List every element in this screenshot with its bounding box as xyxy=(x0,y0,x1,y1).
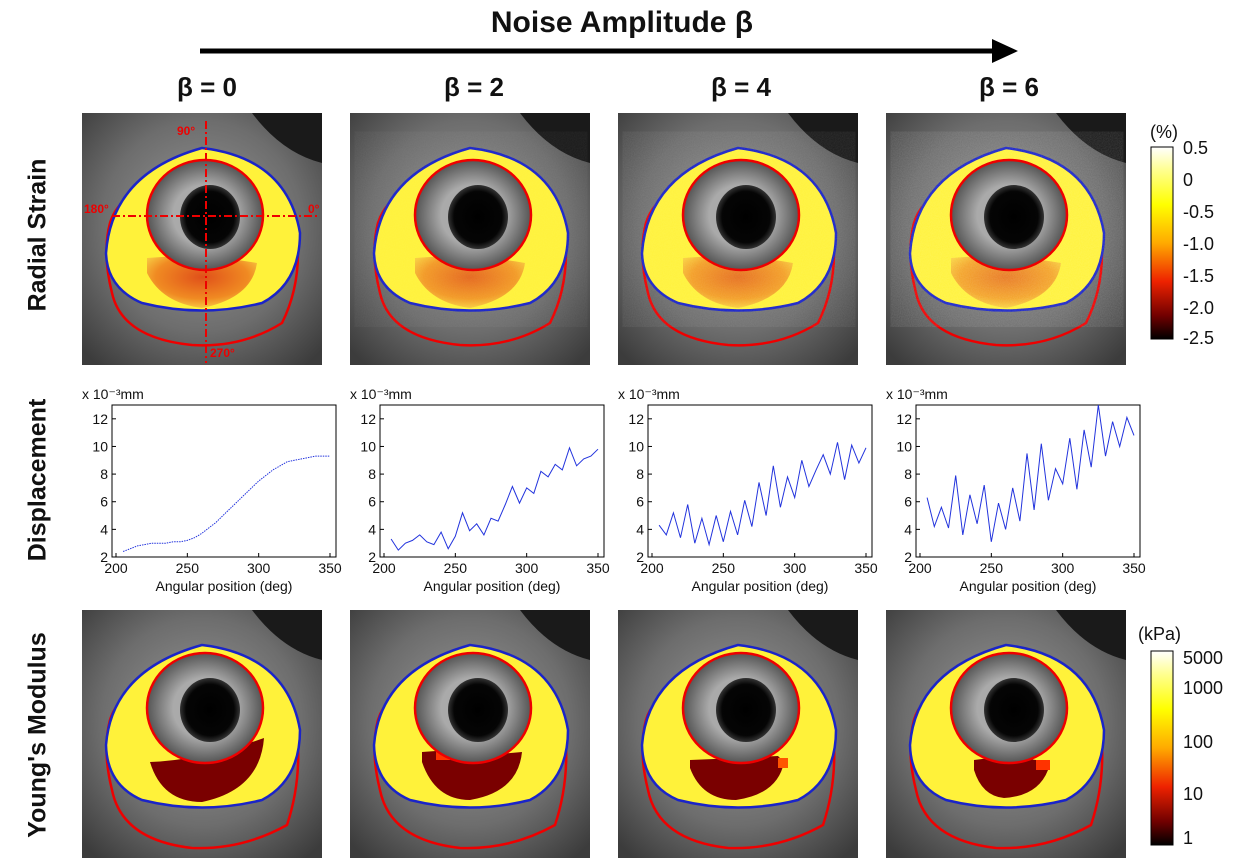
column-header-beta-4: β = 4 xyxy=(711,72,771,102)
displacement-chart-beta-0: x 10⁻³mm 2 4 6 8 10 12 200 250 300 350 Angular posi… xyxy=(82,386,342,594)
displacement-chart-beta-2: x 10⁻³mm 2 4 6 8 10 12 200 250 300 350 Angular posi… xyxy=(350,386,610,594)
plot-frame xyxy=(647,404,873,558)
strain-panel-beta-0: 90° 180° 0° 270° xyxy=(82,113,322,365)
x-axis-label: Angular position (deg) xyxy=(424,578,561,594)
displacement-chart-beta-6: x 10⁻³mm 2 4 6 8 10 12 200 250 300 350 Angular posi… xyxy=(886,386,1146,594)
displacement-series-line xyxy=(122,455,330,552)
y-tick-label: 6 xyxy=(636,494,644,510)
x-tick-label: 300 xyxy=(247,560,271,576)
y-tick-label: 10 xyxy=(360,438,376,454)
unit-label: x 10⁻³mm xyxy=(618,386,680,402)
angle-label-180: 180° xyxy=(84,202,109,216)
row-label-radial-strain: Radial Strain xyxy=(23,158,52,312)
y-tick-label: 12 xyxy=(360,411,376,427)
strain-tick-6: -2.5 xyxy=(1183,328,1215,348)
y-tick-label: 4 xyxy=(100,521,108,537)
y-tick-label: 4 xyxy=(636,521,644,537)
y-tick-label: 8 xyxy=(368,466,376,482)
column-header-beta-0: β = 0 xyxy=(177,72,237,102)
y-tick-label: 10 xyxy=(896,438,912,454)
x-tick-label: 250 xyxy=(980,560,1004,576)
y-tick-label: 10 xyxy=(92,438,108,454)
y-tick-label: 12 xyxy=(896,411,912,427)
strain-colorbar-unit: (%) xyxy=(1150,122,1178,142)
modulus-panel-beta-0 xyxy=(82,610,322,858)
strain-tick-5: -2.0 xyxy=(1183,298,1215,318)
y-tick-label: 10 xyxy=(628,438,644,454)
x-tick-label: 300 xyxy=(1051,560,1075,576)
x-tick-label: 200 xyxy=(908,560,932,576)
y-tick-label: 6 xyxy=(100,494,108,510)
displacement-series-line xyxy=(658,442,867,547)
y-tick-label: 12 xyxy=(92,411,108,427)
x-axis-label: Angular position (deg) xyxy=(960,578,1097,594)
x-tick-label: 350 xyxy=(1122,560,1146,576)
strain-tick-4: -1.5 xyxy=(1183,266,1215,286)
modulus-panel-beta-6 xyxy=(886,610,1126,858)
modulus-tick-3: 10 xyxy=(1183,784,1204,804)
angle-label-0: 0° xyxy=(308,202,320,216)
x-tick-label: 300 xyxy=(783,560,807,576)
strain-panel-beta-2 xyxy=(350,113,590,365)
x-axis-label: Angular position (deg) xyxy=(156,578,293,594)
modulus-colorbar-unit: (kPa) xyxy=(1138,624,1182,644)
y-tick-label: 8 xyxy=(904,466,912,482)
x-tick-label: 300 xyxy=(515,560,539,576)
displacement-series-line xyxy=(926,404,1135,542)
plot-frame xyxy=(379,404,605,558)
strain-colorbar xyxy=(1150,146,1174,340)
modulus-panel-beta-2 xyxy=(350,610,590,858)
unit-label: x 10⁻³mm xyxy=(350,386,412,402)
strain-tick-3: -1.0 xyxy=(1183,234,1215,254)
x-tick-label: 350 xyxy=(586,560,610,576)
strain-tick-0: 0.5 xyxy=(1183,138,1209,158)
displacement-series-line xyxy=(390,446,599,551)
plot-frame xyxy=(111,404,337,558)
y-tick-label: 2 xyxy=(904,549,912,565)
x-tick-label: 350 xyxy=(318,560,342,576)
column-header-beta-2: β = 2 xyxy=(444,72,504,102)
modulus-panel-beta-4 xyxy=(618,610,858,858)
modulus-tick-0: 5000 xyxy=(1183,648,1224,668)
x-tick-label: 200 xyxy=(104,560,128,576)
strain-tick-1: 0 xyxy=(1183,170,1194,190)
row-label-youngs-modulus: Young's Modulus xyxy=(23,632,52,838)
plot-frame xyxy=(915,404,1141,558)
strain-tick-2: -0.5 xyxy=(1183,202,1215,222)
noise-arrow xyxy=(200,39,1018,63)
column-header-beta-6: β = 6 xyxy=(979,72,1039,102)
modulus-tick-2: 100 xyxy=(1183,732,1214,752)
x-axis-label: Angular position (deg) xyxy=(692,578,829,594)
modulus-colorbar xyxy=(1150,650,1174,846)
modulus-tick-4: 1 xyxy=(1183,828,1194,848)
y-tick-label: 8 xyxy=(636,466,644,482)
y-tick-label: 4 xyxy=(904,521,912,537)
unit-label: x 10⁻³mm xyxy=(886,386,948,402)
x-tick-label: 200 xyxy=(640,560,664,576)
x-tick-label: 200 xyxy=(372,560,396,576)
y-tick-label: 8 xyxy=(100,466,108,482)
y-tick-label: 2 xyxy=(100,549,108,565)
figure-title: Noise Amplitude β xyxy=(490,6,754,39)
y-tick-label: 4 xyxy=(368,521,376,537)
y-tick-label: 2 xyxy=(368,549,376,565)
displacement-chart-beta-4: x 10⁻³mm 2 4 6 8 10 12 200 250 300 350 Angular posi… xyxy=(618,386,878,594)
unit-label: x 10⁻³mm xyxy=(82,386,144,402)
x-tick-label: 350 xyxy=(854,560,878,576)
x-tick-label: 250 xyxy=(176,560,200,576)
y-tick-label: 6 xyxy=(904,494,912,510)
row-label-displacement: Displacement xyxy=(23,398,52,562)
strain-panel-beta-6 xyxy=(886,113,1126,365)
y-tick-label: 2 xyxy=(636,549,644,565)
strain-panel-beta-4 xyxy=(618,113,858,365)
y-tick-label: 12 xyxy=(628,411,644,427)
angle-label-270: 270° xyxy=(210,346,235,360)
x-tick-label: 250 xyxy=(444,560,468,576)
modulus-tick-1: 1000 xyxy=(1183,678,1224,698)
x-tick-label: 250 xyxy=(712,560,736,576)
y-tick-label: 6 xyxy=(368,494,376,510)
angle-label-90: 90° xyxy=(177,124,195,138)
